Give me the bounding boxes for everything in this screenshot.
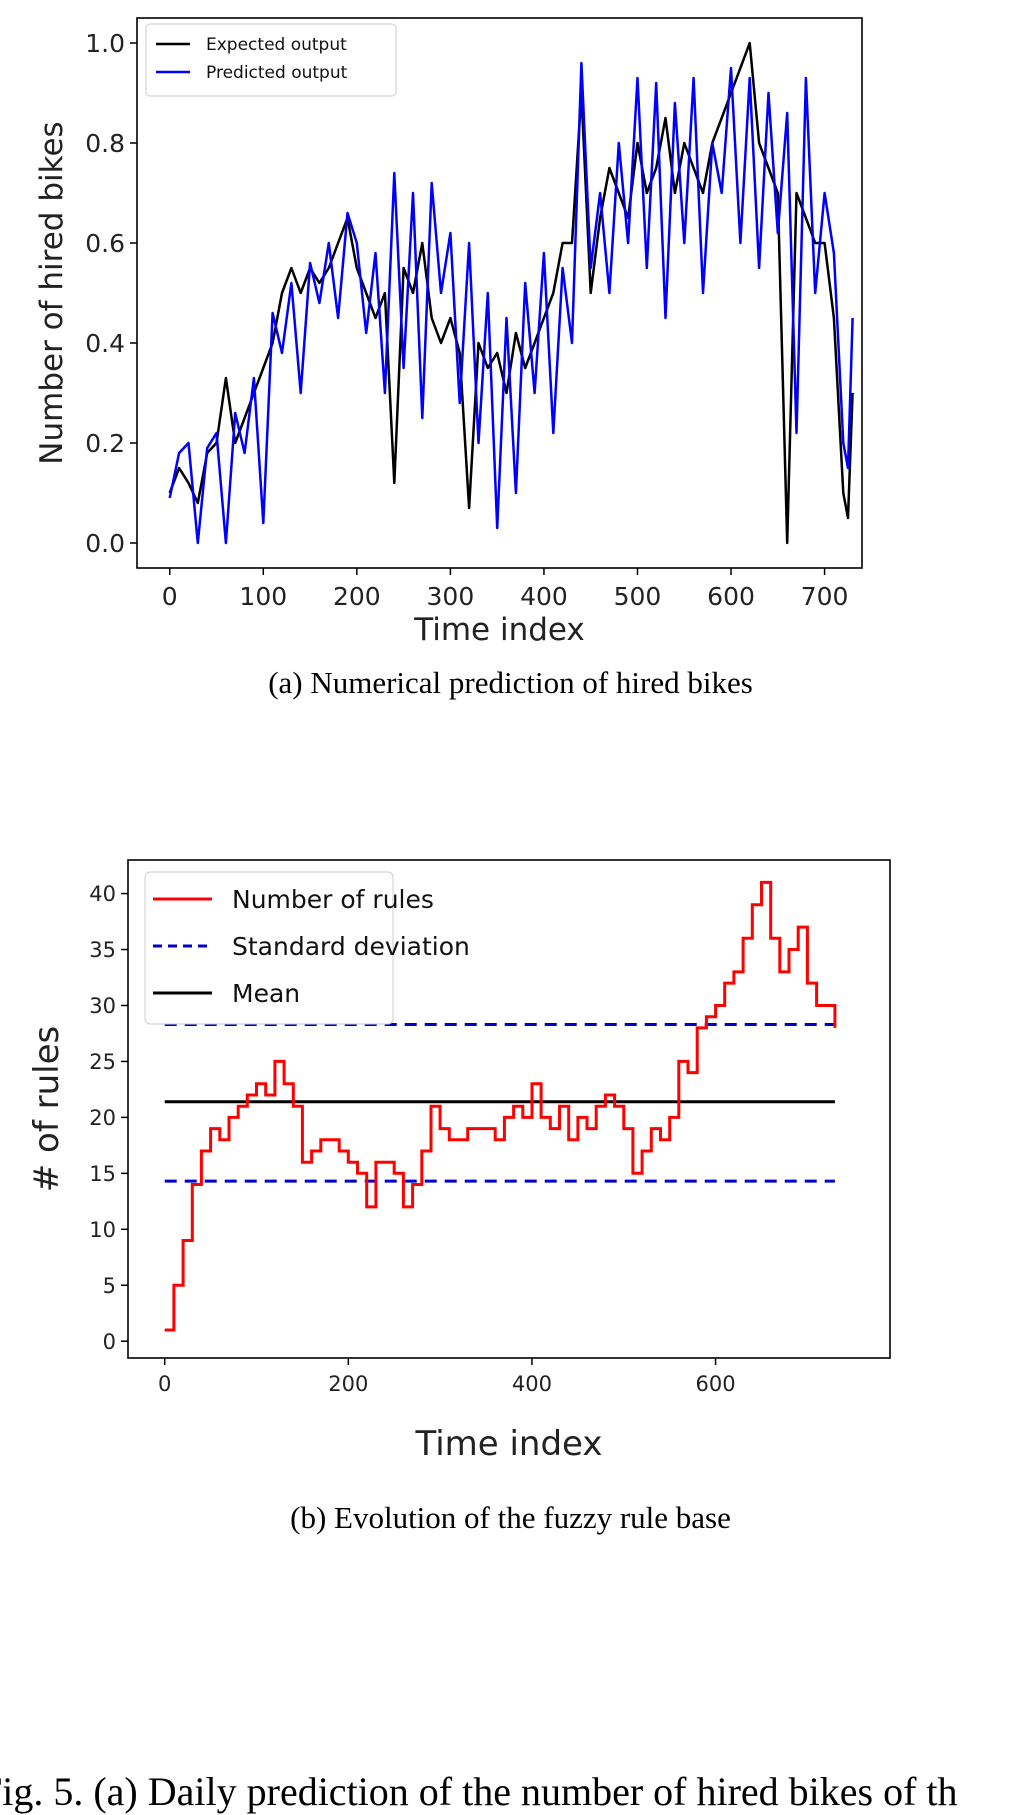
y-tick-label: 0.2 — [85, 429, 125, 458]
y-tick-label: 0.4 — [85, 329, 125, 358]
chart0-axes-frame — [136, 17, 863, 569]
legend-label: Expected output — [206, 35, 347, 55]
x-axis-label: Time index — [414, 1424, 602, 1464]
y-tick-label: 25 — [89, 1050, 116, 1074]
y-tick-label: 30 — [89, 994, 116, 1018]
legend-label: Standard deviation — [232, 932, 470, 961]
y-tick-label: 20 — [89, 1106, 116, 1130]
y-tick-label: 5 — [103, 1274, 116, 1298]
chart1-axes-frame — [127, 859, 891, 1359]
x-tick-label: 0 — [158, 1372, 171, 1396]
y-tick-label: 0.6 — [85, 229, 125, 258]
y-axis-label: # of rules — [27, 1026, 67, 1192]
x-tick-label: 600 — [707, 582, 755, 611]
legend-label: Mean — [232, 979, 300, 1008]
legend-box — [145, 23, 397, 97]
y-tick-label: 1.0 — [85, 29, 125, 58]
x-tick-label: 100 — [239, 582, 287, 611]
number-of-rules-line — [164, 880, 837, 1332]
x-tick-label: 0 — [162, 582, 178, 611]
figure-caption: Fig. 5. (a) Daily prediction of the numb… — [0, 1769, 958, 1814]
caption-a: (a) Numerical prediction of hired bikes — [268, 665, 753, 700]
y-tick-label: 0.8 — [85, 129, 125, 158]
y-tick-label: 35 — [89, 938, 116, 962]
y-tick-label: 40 — [89, 882, 116, 906]
legend-box — [144, 871, 394, 1025]
y-axis-label: Number of hired bikes — [34, 121, 70, 464]
x-tick-label: 600 — [696, 1372, 736, 1396]
y-tick-label: 10 — [89, 1218, 116, 1242]
legend-label: Number of rules — [232, 885, 434, 914]
expected-output-line — [168, 41, 854, 545]
x-tick-label: 300 — [427, 582, 475, 611]
x-tick-label: 400 — [520, 582, 568, 611]
x-tick-label: 700 — [801, 582, 849, 611]
x-tick-label: 400 — [512, 1372, 552, 1396]
predicted-output-line — [168, 61, 854, 545]
caption-b: (b) Evolution of the fuzzy rule base — [290, 1500, 731, 1535]
x-axis-label: Time index — [413, 612, 585, 648]
x-tick-label: 200 — [328, 1372, 368, 1396]
x-tick-label: 200 — [333, 582, 381, 611]
legend-label: Predicted output — [206, 63, 348, 83]
x-tick-label: 500 — [614, 582, 662, 611]
y-tick-label: 15 — [89, 1162, 116, 1186]
y-tick-label: 0 — [103, 1330, 116, 1354]
y-tick-label: 0.0 — [85, 529, 125, 558]
